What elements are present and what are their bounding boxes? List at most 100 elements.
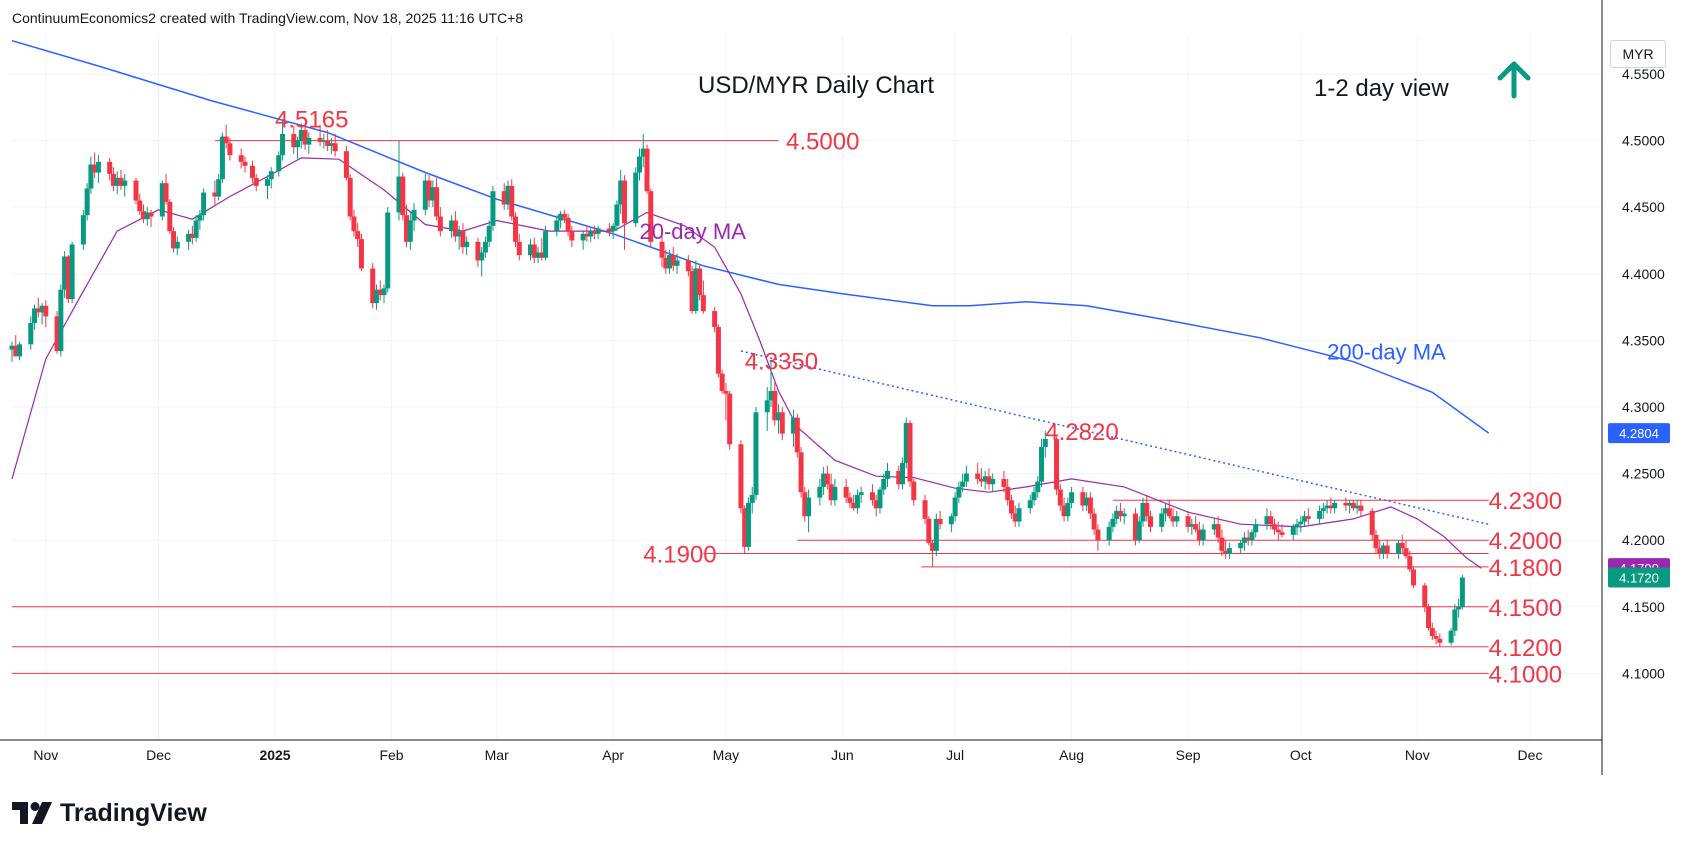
- candle-body: [1057, 489, 1063, 506]
- candle-body: [1091, 513, 1097, 530]
- candle-body: [1343, 502, 1349, 506]
- y-tick-label: 4.1500: [1622, 599, 1665, 615]
- candle-body: [396, 176, 402, 213]
- candle-body: [479, 252, 485, 261]
- candle-body: [69, 244, 75, 300]
- support-resistance-levels: [12, 140, 1489, 674]
- level-labels: 4.5165 4.5000 4.3350 4.2820 4.2300 4.2000 4.19…: [275, 107, 1562, 689]
- candle-body: [171, 231, 177, 249]
- candle-body: [1298, 521, 1304, 525]
- candle-body: [317, 137, 323, 142]
- candle-body: [343, 151, 349, 178]
- tradingview-brand[interactable]: TradingView: [12, 795, 207, 831]
- candle-body: [219, 136, 225, 180]
- candle-body: [674, 260, 680, 266]
- candle-body: [798, 452, 804, 493]
- candle-body: [253, 177, 259, 186]
- candle-body: [1437, 638, 1443, 643]
- candle-body: [141, 211, 147, 220]
- candle-body: [95, 161, 101, 173]
- candle-body: [17, 344, 23, 357]
- candle-body: [584, 233, 590, 237]
- candle-body: [851, 502, 857, 509]
- candle-body: [1106, 526, 1112, 541]
- candle-body: [1294, 524, 1300, 527]
- candle-body: [347, 177, 353, 217]
- candle-body: [948, 516, 954, 525]
- candle-body: [689, 271, 695, 312]
- candle-body: [1324, 505, 1330, 509]
- candle-body: [358, 239, 364, 269]
- candle-body: [1290, 526, 1296, 535]
- candle-body: [644, 148, 650, 192]
- candle-body: [700, 295, 706, 312]
- candle-body: [1279, 532, 1285, 535]
- candle-body: [88, 164, 94, 189]
- candle-body: [28, 323, 34, 345]
- candle-body: [400, 176, 406, 216]
- candle-body: [1241, 537, 1247, 543]
- y-tick-label: 4.5000: [1622, 133, 1665, 149]
- candle-body: [693, 268, 699, 312]
- candle-body: [464, 241, 470, 248]
- candle-body: [298, 129, 304, 141]
- candle-body: [385, 212, 391, 289]
- candle-body: [659, 241, 665, 258]
- candle-body: [1215, 524, 1221, 538]
- axes: 4.5500 4.5000 4.4500 4.4000 4.3500 4.3000 4.25…: [0, 0, 1670, 775]
- candle-body: [328, 143, 334, 146]
- candle-body: [107, 161, 113, 174]
- candle-body: [1384, 545, 1390, 554]
- candle-body: [930, 542, 936, 551]
- candle-body: [516, 241, 522, 256]
- candle-body: [719, 373, 725, 391]
- candle-body: [873, 500, 879, 509]
- candle-body: [922, 500, 928, 519]
- candle-body: [1035, 481, 1041, 493]
- candle-body: [561, 213, 567, 218]
- candle-body: [174, 241, 180, 249]
- candle-body: [377, 289, 383, 296]
- candle-body: [1452, 609, 1458, 631]
- candle-body: [355, 231, 361, 240]
- candle-body: [32, 308, 38, 324]
- x-tick-label: Mar: [485, 747, 509, 763]
- candle-body: [588, 231, 594, 237]
- candle-body: [265, 179, 271, 186]
- candle-body: [821, 473, 827, 487]
- candle-body: [933, 518, 939, 551]
- candle-body: [407, 220, 413, 242]
- candle-body: [1350, 502, 1356, 509]
- candle-body: [1317, 510, 1323, 519]
- y-tick-label: 4.3500: [1622, 332, 1665, 348]
- candle-body: [1170, 516, 1176, 522]
- candle-body: [227, 143, 233, 156]
- candle-body: [982, 476, 988, 482]
- candle-body: [321, 140, 327, 142]
- candle-body: [952, 497, 958, 517]
- level-label: 4.2820: [1045, 419, 1118, 446]
- candle-body: [828, 484, 834, 501]
- candle-body: [434, 187, 440, 217]
- candle-body: [990, 478, 996, 485]
- y-tick-label: 4.4000: [1622, 266, 1665, 282]
- candle-body: [1110, 518, 1116, 527]
- candle-body: [963, 473, 969, 482]
- currency-selector[interactable]: MYR: [1610, 40, 1666, 68]
- candle-body: [1354, 505, 1360, 509]
- x-tick-label: Oct: [1290, 747, 1312, 763]
- candle-body: [881, 478, 887, 490]
- candle-body: [685, 260, 691, 272]
- candle-body: [1429, 628, 1435, 637]
- y-tick-label: 4.5500: [1622, 66, 1665, 82]
- candle-body: [163, 183, 169, 202]
- candle-body: [189, 233, 195, 238]
- x-tick-label: Nov: [1405, 747, 1430, 763]
- candle-body: [370, 268, 376, 304]
- candle-body: [900, 462, 906, 485]
- candle-body: [535, 252, 541, 258]
- ma-annotation: 20-day MA: [639, 219, 746, 244]
- candle-body: [569, 231, 575, 241]
- candle-body: [903, 422, 909, 463]
